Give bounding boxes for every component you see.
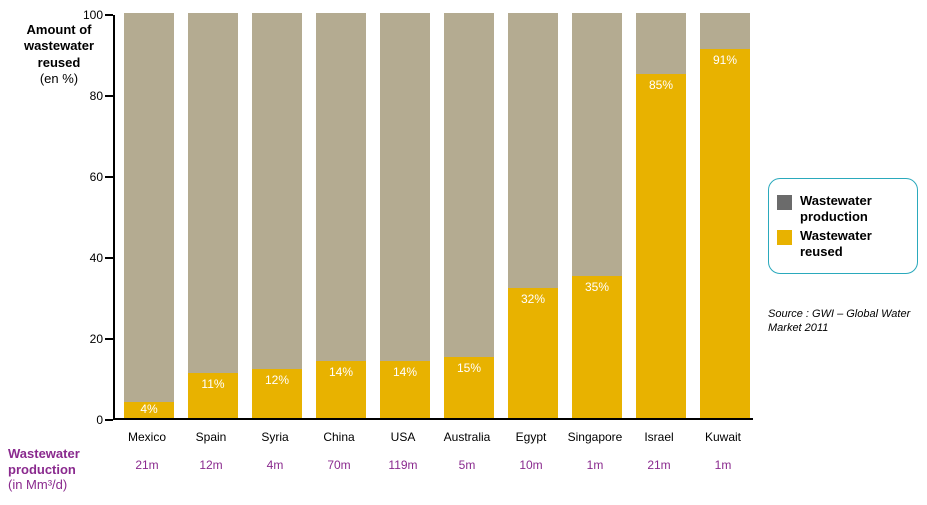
x-production-label: 10m bbox=[519, 458, 542, 472]
y-tick-label: 60 bbox=[63, 170, 103, 184]
production-axis-title: Wastewaterproduction(in Mm³/d) bbox=[8, 446, 110, 493]
y-tick-label: 40 bbox=[63, 251, 103, 265]
x-category-label: Egypt bbox=[516, 430, 547, 444]
x-production-label: 21m bbox=[135, 458, 158, 472]
bar-group: 14% bbox=[316, 13, 366, 418]
x-category-label: Syria bbox=[261, 430, 288, 444]
production-title-line: Wastewater bbox=[8, 446, 110, 462]
x-production-label: 5m bbox=[459, 458, 476, 472]
source-citation: Source : GWI – Global Water Market 2011 bbox=[768, 308, 924, 336]
y-tick-label: 20 bbox=[63, 332, 103, 346]
legend-label: Wastewater production bbox=[800, 193, 909, 224]
production-title-line: (in Mm³/d) bbox=[8, 477, 110, 493]
bar-segment-reused bbox=[508, 288, 558, 418]
bar-value-label: 11% bbox=[188, 377, 238, 391]
bar-segment-production bbox=[316, 13, 366, 418]
x-production-label: 4m bbox=[267, 458, 284, 472]
legend-swatch bbox=[777, 195, 792, 210]
bar-segment-reused bbox=[700, 49, 750, 418]
x-category-label: Australia bbox=[444, 430, 491, 444]
y-axis-title-line: wastewater bbox=[8, 38, 110, 54]
bar-group: 35% bbox=[572, 13, 622, 418]
x-production-label: 1m bbox=[587, 458, 604, 472]
legend-item: Wastewater production bbox=[777, 193, 909, 224]
bar-value-label: 85% bbox=[636, 78, 686, 92]
legend-label: Wastewater reused bbox=[800, 228, 909, 259]
bar-value-label: 15% bbox=[444, 361, 494, 375]
y-tick bbox=[105, 14, 113, 16]
legend-item: Wastewater reused bbox=[777, 228, 909, 259]
bar-group: 15% bbox=[444, 13, 494, 418]
x-category-label: USA bbox=[391, 430, 416, 444]
y-tick-label: 80 bbox=[63, 89, 103, 103]
x-category-label: Mexico bbox=[128, 430, 166, 444]
chart-legend: Wastewater production Wastewater reused bbox=[768, 178, 918, 274]
bar-group: 32% bbox=[508, 13, 558, 418]
x-category-label: Kuwait bbox=[705, 430, 741, 444]
bar-value-label: 32% bbox=[508, 292, 558, 306]
y-axis-title-line: Amount of bbox=[8, 22, 110, 38]
y-tick bbox=[105, 176, 113, 178]
bar-value-label: 14% bbox=[316, 365, 366, 379]
y-tick bbox=[105, 95, 113, 97]
x-category-label: Spain bbox=[196, 430, 227, 444]
bar-group: 85% bbox=[636, 13, 686, 418]
bar-value-label: 35% bbox=[572, 280, 622, 294]
bar-group: 4% bbox=[124, 13, 174, 418]
bar-group: 11% bbox=[188, 13, 238, 418]
plot-area: 4% 11% 12% 14% 14% 15% 32% 35% 85% 91% bbox=[113, 15, 753, 420]
bar-value-label: 12% bbox=[252, 373, 302, 387]
bar-group: 12% bbox=[252, 13, 302, 418]
y-axis-title: Amount ofwastewaterreused(en %) bbox=[8, 22, 110, 87]
bar-segment-reused bbox=[572, 276, 622, 418]
y-axis-title-line: (en %) bbox=[8, 71, 110, 87]
bar-segment-production bbox=[252, 13, 302, 418]
bar-segment-production bbox=[380, 13, 430, 418]
y-tick-label: 100 bbox=[63, 8, 103, 22]
x-production-label: 1m bbox=[715, 458, 732, 472]
x-production-label: 12m bbox=[199, 458, 222, 472]
bar-segment-production bbox=[124, 13, 174, 418]
y-axis-title-line: reused bbox=[8, 55, 110, 71]
x-category-label: Israel bbox=[644, 430, 673, 444]
x-category-label: Singapore bbox=[568, 430, 623, 444]
y-tick bbox=[105, 338, 113, 340]
bar-group: 14% bbox=[380, 13, 430, 418]
y-tick bbox=[105, 257, 113, 259]
bar-segment-production bbox=[188, 13, 238, 418]
bar-value-label: 14% bbox=[380, 365, 430, 379]
wastewater-reuse-chart: Amount ofwastewaterreused(en %) 0 20 40 60 8… bbox=[0, 0, 927, 505]
production-title-line: production bbox=[8, 462, 110, 478]
bar-value-label: 4% bbox=[124, 402, 174, 416]
bar-segment-reused bbox=[636, 74, 686, 418]
y-tick bbox=[105, 419, 113, 421]
legend-swatch bbox=[777, 230, 792, 245]
bar-group: 91% bbox=[700, 13, 750, 418]
bar-value-label: 91% bbox=[700, 53, 750, 67]
x-production-label: 119m bbox=[388, 458, 417, 472]
x-production-label: 21m bbox=[647, 458, 670, 472]
x-category-label: China bbox=[323, 430, 354, 444]
x-production-label: 70m bbox=[327, 458, 350, 472]
y-tick-label: 0 bbox=[63, 413, 103, 427]
